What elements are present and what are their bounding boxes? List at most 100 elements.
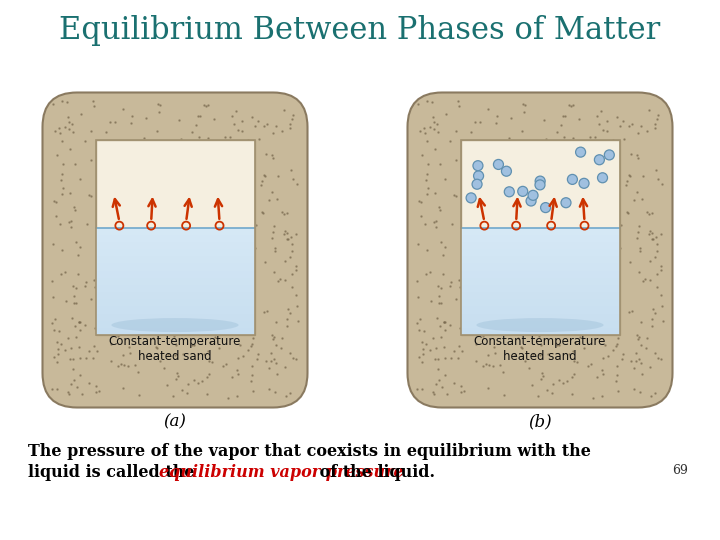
Point <box>71 383 83 391</box>
Point <box>413 353 425 362</box>
Point <box>67 355 78 364</box>
Point <box>435 284 446 292</box>
Point <box>264 364 275 373</box>
Point <box>55 176 67 185</box>
Point <box>202 323 214 332</box>
Point <box>533 156 544 165</box>
Point <box>114 265 126 274</box>
Point <box>567 230 579 239</box>
Point <box>56 246 68 255</box>
Point <box>204 236 216 245</box>
Point <box>94 271 106 280</box>
Point <box>428 118 440 127</box>
Point <box>561 376 572 385</box>
Point <box>537 371 549 380</box>
Point <box>226 111 238 120</box>
Point <box>74 326 86 335</box>
Point <box>56 137 68 145</box>
Point <box>135 212 146 221</box>
Point <box>176 386 188 395</box>
Point <box>134 391 145 400</box>
Point <box>647 305 659 314</box>
Point <box>118 307 130 316</box>
Point <box>485 141 497 150</box>
Point <box>284 309 296 318</box>
Circle shape <box>501 166 511 176</box>
Point <box>89 324 101 333</box>
Point <box>610 342 621 350</box>
Point <box>509 350 521 359</box>
Point <box>651 115 662 124</box>
Point <box>647 234 659 243</box>
Point <box>557 112 568 120</box>
Point <box>246 142 258 151</box>
Point <box>94 288 105 296</box>
Point <box>73 270 84 279</box>
Point <box>601 117 613 125</box>
Point <box>79 137 91 145</box>
Text: (b): (b) <box>528 413 552 430</box>
Point <box>467 245 478 253</box>
Point <box>419 124 431 132</box>
Point <box>279 257 290 266</box>
Point <box>469 202 480 211</box>
Point <box>84 379 95 387</box>
Point <box>587 291 598 300</box>
Point <box>546 240 557 248</box>
Point <box>124 348 135 357</box>
Point <box>482 350 494 359</box>
Point <box>580 260 592 269</box>
Point <box>599 287 611 295</box>
Point <box>456 313 468 321</box>
Point <box>171 369 183 377</box>
Point <box>199 101 210 110</box>
Point <box>649 124 661 133</box>
Point <box>657 179 668 188</box>
Point <box>220 360 232 369</box>
Point <box>624 172 636 180</box>
Point <box>439 318 451 327</box>
Point <box>533 253 544 262</box>
Point <box>583 194 595 203</box>
Point <box>639 274 651 283</box>
Point <box>444 137 456 145</box>
Point <box>539 236 550 245</box>
Point <box>545 219 557 227</box>
Point <box>583 240 595 249</box>
Point <box>104 117 115 126</box>
Point <box>608 204 619 212</box>
Point <box>247 334 258 342</box>
Point <box>414 314 426 323</box>
Point <box>290 354 302 363</box>
Point <box>489 295 500 303</box>
Point <box>588 394 599 402</box>
Point <box>114 246 126 255</box>
Point <box>270 318 282 326</box>
Point <box>426 97 438 106</box>
Point <box>53 349 64 358</box>
Point <box>116 180 127 189</box>
Point <box>495 151 506 159</box>
Point <box>585 133 596 141</box>
Point <box>480 291 491 299</box>
Point <box>202 100 214 109</box>
Point <box>536 369 548 377</box>
Point <box>243 260 254 269</box>
Point <box>568 370 580 379</box>
Point <box>267 154 279 163</box>
Point <box>271 359 282 368</box>
Bar <box>96 299 254 306</box>
Point <box>446 354 457 362</box>
Point <box>63 118 75 127</box>
Point <box>615 244 626 253</box>
Bar <box>461 271 619 278</box>
Point <box>566 373 577 381</box>
Point <box>186 128 198 137</box>
Point <box>534 332 545 341</box>
Point <box>189 341 200 349</box>
Point <box>559 111 571 120</box>
Point <box>481 180 492 189</box>
Point <box>610 265 621 273</box>
Point <box>174 194 186 203</box>
Point <box>115 329 127 338</box>
